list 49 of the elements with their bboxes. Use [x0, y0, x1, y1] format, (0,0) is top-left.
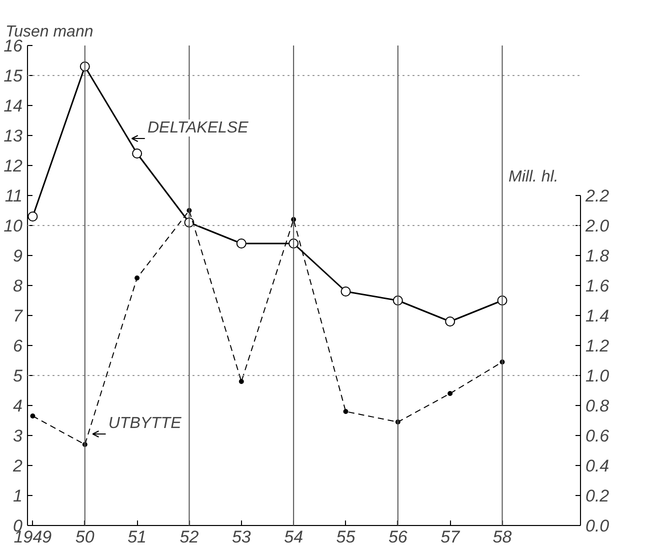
point [236, 238, 246, 248]
x-tick-label: 56 [388, 528, 408, 546]
y2-tick-label: 2.0 [584, 216, 610, 236]
y2-tick-label: 1.4 [586, 306, 610, 326]
y-tick-label: 15 [4, 66, 24, 86]
y2-tick-label: 0.2 [586, 486, 610, 506]
y-tick-label: 9 [13, 246, 24, 266]
y2-tick-label: 1.0 [586, 366, 610, 386]
y-tick-label: 10 [4, 216, 24, 236]
x-tick-label: 55 [336, 528, 356, 546]
x-tick-label: 52 [180, 528, 200, 546]
y2-tick-label: 0.0 [586, 516, 610, 536]
y-tick-label: 4 [13, 396, 23, 416]
y2-tick-label: 0.8 [586, 396, 610, 416]
y-tick-label: 12 [4, 156, 24, 176]
x-tick-label: 50 [75, 528, 95, 546]
y-tick-label: 13 [4, 126, 24, 146]
y-tick-label: 14 [4, 96, 23, 116]
point [30, 414, 36, 418]
y-tick-label: 3 [13, 426, 24, 446]
y-tick-label: 1 [13, 486, 23, 506]
point [445, 316, 456, 326]
point [448, 391, 453, 396]
point [343, 409, 348, 414]
point [28, 212, 38, 222]
x-tick-label: 57 [440, 528, 460, 546]
point [238, 379, 244, 384]
y-tick-label: 7 [13, 306, 24, 326]
point [132, 148, 142, 158]
y2-tick-label: 2.2 [584, 186, 610, 206]
y2-axis-title: Mill. hl. [508, 168, 558, 186]
y2-tick-label: 1.6 [586, 276, 610, 296]
y2-tick-label: 1.8 [586, 246, 610, 266]
y-tick-label: 2 [12, 456, 24, 476]
y-tick-label: 8 [13, 276, 24, 296]
annotation: DELTAKELSE [147, 120, 249, 136]
y2-tick-label: 1.2 [586, 336, 610, 356]
y-tick-label: 5 [13, 366, 24, 386]
point [340, 286, 351, 296]
y2-tick-label: 0.6 [586, 426, 610, 446]
x-tick-label: 58 [492, 528, 512, 546]
x-tick-label: 51 [128, 528, 147, 546]
y-tick-label: 11 [4, 186, 23, 206]
x-tick-label: 53 [232, 528, 252, 546]
point [134, 276, 140, 280]
y2-tick-label: 0.4 [586, 456, 610, 476]
annotation: UTBYTTE [108, 415, 182, 432]
x-tick-label: 54 [284, 528, 304, 546]
y-tick-label: 6 [13, 336, 24, 356]
